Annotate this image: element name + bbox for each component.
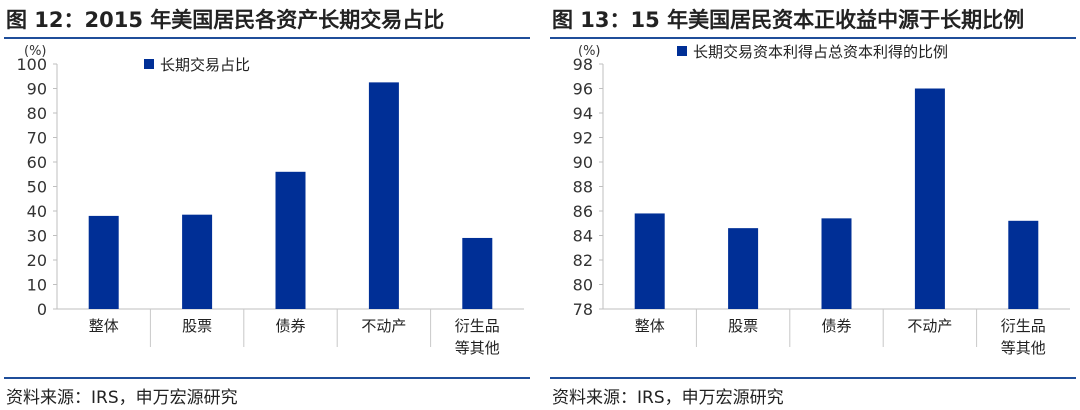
y-tick-label: 90 [573, 153, 593, 172]
title-rule [4, 37, 530, 39]
y-tick-label: 0 [37, 300, 47, 319]
y-tick-label: 30 [27, 227, 47, 246]
legend-label: 长期交易资本利得占总资本利得的比例 [693, 43, 948, 61]
y-axis-unit: (%) [578, 44, 601, 59]
bar-2 [182, 214, 213, 309]
x-category-label: 债券 [275, 317, 305, 335]
bar-1 [88, 215, 119, 309]
x-category-label: 股票 [728, 317, 758, 335]
source-note: 资料来源：IRS，申万宏源研究 [6, 388, 238, 408]
y-tick-label: 80 [27, 104, 47, 123]
chart-panel-right: 图 13：15 年美国居民资本正收益中源于长期比例 (%) 78 80 82 84 86 8… [550, 0, 1076, 410]
y-tick-label: 60 [27, 153, 47, 172]
y-tick-label: 88 [573, 178, 593, 197]
chart-title: 图 13：15 年美国居民资本正收益中源于长期比例 [552, 8, 1025, 32]
y-tick-label: 94 [573, 104, 593, 123]
x-category-label: 股票 [182, 317, 212, 335]
y-axis-unit: (%) [24, 44, 47, 59]
x-category-label: 整体 [89, 317, 119, 335]
bar-4 [368, 82, 399, 309]
bar-4 [914, 88, 945, 309]
y-tick-label: 80 [573, 276, 593, 295]
y-tick-label: 50 [27, 178, 47, 197]
y-tick-label: 84 [573, 227, 593, 246]
title-rule [550, 37, 1076, 39]
bar-1 [634, 213, 665, 309]
bar-3 [821, 218, 852, 309]
source-rule [550, 377, 1076, 379]
bar-chart: (%) 78 80 82 84 86 88 90 92 94 96 98 整体 股票 债券 不动产 衍生品等其他… [573, 43, 1070, 357]
legend-swatch [677, 46, 687, 56]
chart-panel-left: 图 12：2015 年美国居民各资产长期交易占比 (%) 0 10 20 30 40 50 6… [4, 0, 530, 410]
x-category-label: 衍生品 [1001, 317, 1046, 335]
legend-label: 长期交易占比 [160, 56, 250, 74]
source-rule [4, 377, 530, 379]
bar-chart: (%) 0 10 20 30 40 50 60 70 80 90 100 整体 股票 债券 不动产 衍生品等其他… [16, 44, 524, 357]
y-tick-label: 90 [27, 80, 47, 99]
x-category-label: 不动产 [361, 317, 406, 335]
x-category-label: 等其他 [1001, 339, 1046, 357]
y-tick-label: 86 [573, 202, 593, 221]
y-tick-label: 100 [16, 55, 47, 74]
x-category-label: 衍生品 [455, 317, 500, 335]
bar-5 [462, 237, 493, 309]
y-tick-label: 10 [27, 276, 47, 295]
x-category-label: 不动产 [907, 317, 952, 335]
y-tick-label: 82 [573, 251, 593, 270]
y-tick-label: 40 [27, 202, 47, 221]
chart-title: 图 12：2015 年美国居民各资产长期交易占比 [6, 8, 445, 32]
bar-3 [275, 171, 306, 309]
bar-2 [728, 228, 759, 309]
y-tick-label: 20 [27, 251, 47, 270]
x-category-label: 等其他 [455, 339, 500, 357]
y-tick-label: 92 [573, 129, 593, 148]
legend-swatch [144, 59, 154, 69]
y-tick-label: 78 [573, 300, 593, 319]
y-tick-label: 96 [573, 80, 593, 99]
x-category-label: 债券 [821, 317, 851, 335]
source-note: 资料来源：IRS，申万宏源研究 [552, 388, 784, 408]
x-category-label: 整体 [635, 317, 665, 335]
y-tick-label: 98 [573, 55, 593, 74]
bar-5 [1008, 220, 1039, 309]
y-tick-label: 70 [27, 129, 47, 148]
